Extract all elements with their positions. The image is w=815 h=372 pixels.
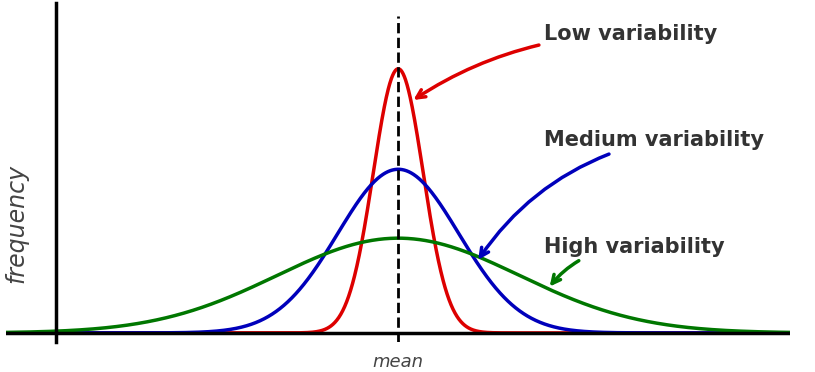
Text: mean: mean [372,353,424,371]
Text: High variability: High variability [544,237,725,283]
Text: Low variability: Low variability [416,24,718,98]
Text: Medium variability: Medium variability [480,130,764,257]
Text: frequency: frequency [5,164,29,283]
